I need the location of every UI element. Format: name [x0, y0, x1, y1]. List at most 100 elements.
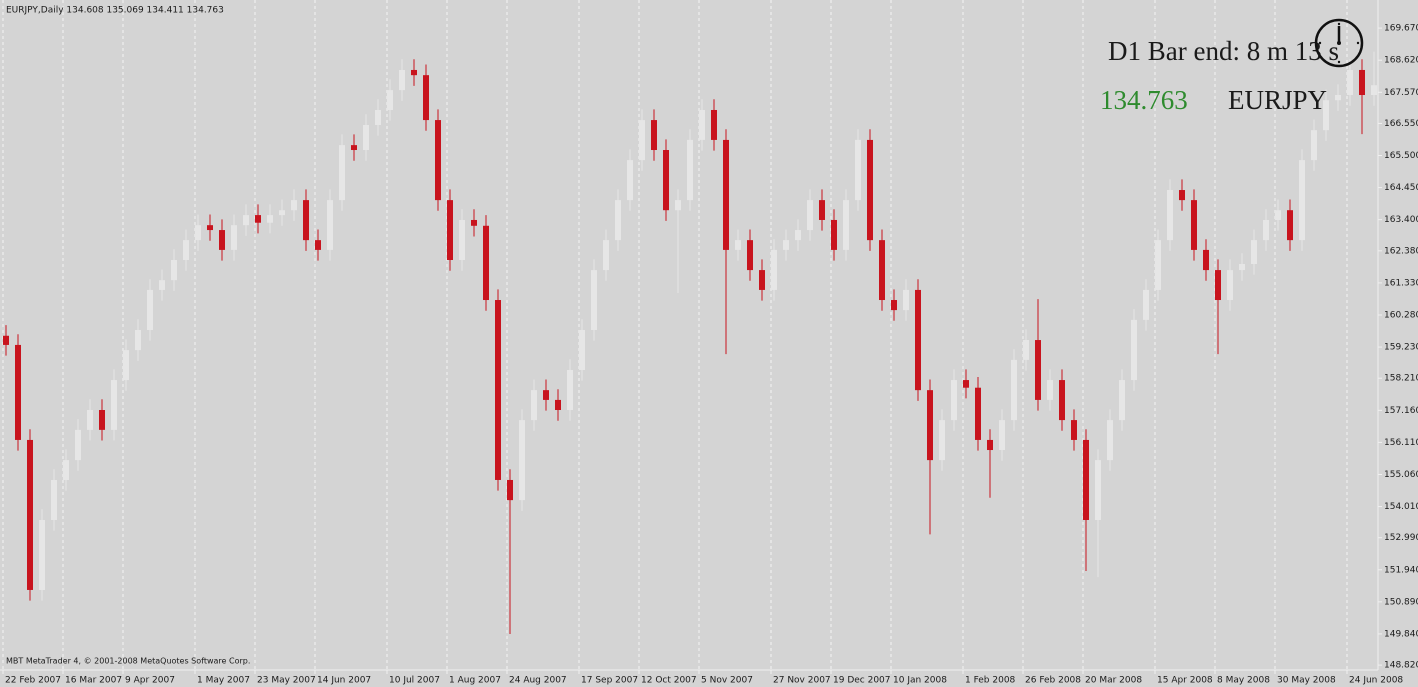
y-tick-label: 155.060 — [1384, 470, 1418, 480]
candle-body — [723, 139, 729, 250]
y-tick-label: 158.210 — [1384, 374, 1418, 384]
y-tick-label: 161.330 — [1384, 278, 1418, 288]
x-tick-label: 8 May 2008 — [1217, 676, 1270, 686]
candle-body — [879, 240, 885, 301]
y-tick-label: 164.450 — [1384, 183, 1418, 193]
candle-body — [939, 420, 945, 461]
candle-body — [1047, 380, 1053, 400]
x-tick-label: 10 Jan 2008 — [893, 676, 947, 686]
x-tick-label: 14 Jun 2007 — [317, 676, 371, 686]
x-tick-label: 26 Feb 2008 — [1025, 676, 1081, 686]
candle-body — [1107, 420, 1113, 461]
x-tick-label: 16 Mar 2007 — [65, 676, 122, 686]
bar-timer: D1 Bar end: 8 m 13 s — [1108, 36, 1339, 66]
candle-body — [855, 139, 861, 201]
candle-body — [951, 380, 957, 421]
x-tick-label: 24 Aug 2007 — [509, 676, 567, 686]
candle-body — [339, 145, 345, 201]
candle-body — [807, 200, 813, 231]
x-tick-label: 27 Nov 2007 — [773, 676, 831, 686]
candle-body — [615, 200, 621, 241]
candle-body — [1227, 270, 1233, 301]
candle-body — [303, 200, 309, 241]
candle-body — [1059, 380, 1065, 421]
candle-body — [387, 90, 393, 110]
candle-body — [99, 410, 105, 430]
candle-body — [363, 124, 369, 151]
symbol: EURJPY — [1228, 85, 1327, 115]
candle-body — [1239, 263, 1245, 271]
candle-body — [1215, 270, 1221, 301]
y-tick-label: 165.500 — [1384, 151, 1418, 161]
footer: MBT MetaTrader 4, © 2001-2008 MetaQuotes… — [6, 657, 250, 666]
candle-body — [39, 519, 45, 590]
x-tick-label: 1 May 2007 — [197, 676, 250, 686]
y-tick-label: 148.820 — [1384, 661, 1418, 671]
candle-body — [75, 429, 81, 461]
y-tick-label: 163.400 — [1384, 215, 1418, 225]
candle-body — [423, 75, 429, 121]
candle-body — [699, 109, 705, 140]
candle-body — [51, 479, 57, 520]
candle-body — [1311, 130, 1317, 161]
y-tick-label: 154.010 — [1384, 502, 1418, 512]
candle-body — [351, 145, 357, 151]
candle-body — [927, 390, 933, 461]
candle-body — [231, 225, 237, 250]
candle-body — [279, 210, 285, 216]
candle-body — [963, 380, 969, 388]
candle-body — [555, 399, 561, 411]
candle-body — [3, 335, 9, 345]
candle-body — [1083, 439, 1089, 520]
y-tick-label: 156.110 — [1384, 438, 1418, 448]
candle-body — [315, 240, 321, 250]
x-tick-label: 12 Oct 2007 — [641, 676, 697, 686]
candle-body — [171, 259, 177, 281]
candle-body — [627, 160, 633, 201]
candle-body — [1167, 190, 1173, 241]
candle-body — [831, 219, 837, 250]
candle-body — [507, 479, 513, 501]
candle-body — [639, 120, 645, 161]
candle-body — [735, 240, 741, 250]
candle-body — [759, 270, 765, 290]
candle-body — [1371, 85, 1377, 96]
candle-body — [1335, 95, 1341, 101]
candle-body — [1275, 210, 1281, 220]
candle-body — [675, 200, 681, 211]
candle-body — [327, 200, 333, 250]
candle-body — [1071, 420, 1077, 440]
candle-body — [567, 369, 573, 411]
grid — [2, 0, 1348, 670]
candle-body — [399, 69, 405, 91]
x-tick-label: 22 Feb 2007 — [5, 676, 61, 686]
candle-body — [195, 225, 201, 241]
candle-body — [111, 380, 117, 430]
candles — [3, 51, 1377, 634]
y-tick-label: 152.990 — [1384, 533, 1418, 543]
candle-body — [987, 439, 993, 451]
candle-body — [711, 109, 717, 140]
x-tick-label: 5 Nov 2007 — [701, 676, 753, 686]
candle-body — [159, 280, 165, 290]
candle-body — [123, 350, 129, 381]
chart-title: EURJPY,Daily 134.608 135.069 134.411 134… — [6, 6, 224, 16]
x-tick-label: 30 May 2008 — [1277, 676, 1336, 686]
candle-body — [435, 120, 441, 201]
candle-body — [1191, 200, 1197, 250]
candle-body — [1155, 240, 1161, 290]
candle-body — [1119, 380, 1125, 421]
candle-body — [1359, 69, 1365, 96]
candle-body — [207, 225, 213, 231]
candle-body — [999, 420, 1005, 451]
candle-body — [543, 390, 549, 400]
candle-body — [1203, 249, 1209, 271]
x-tick-label: 19 Dec 2007 — [833, 676, 891, 686]
candle-body — [1131, 319, 1137, 381]
candle-body — [903, 289, 909, 311]
candle-body — [447, 200, 453, 260]
x-tick-label: 1 Feb 2008 — [965, 676, 1016, 686]
x-tick-label: 15 Apr 2008 — [1157, 676, 1213, 686]
y-tick-label: 150.890 — [1384, 597, 1418, 607]
y-tick-label: 169.670 — [1384, 24, 1418, 34]
